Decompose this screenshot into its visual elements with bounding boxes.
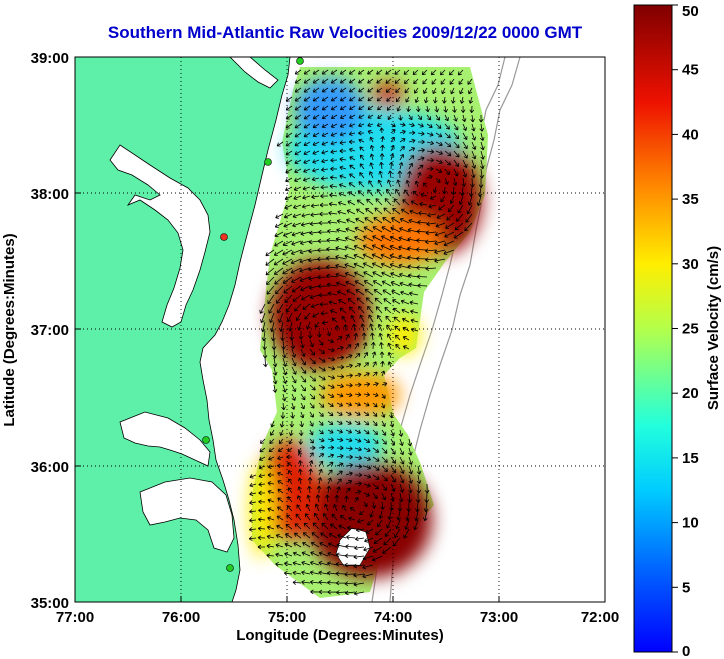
high-speed-core-central [270,260,370,370]
x-tick-label: 76:00 [162,609,200,626]
chesapeake-bay [109,144,211,328]
colorbar-tick-label: 10 [682,515,699,532]
x-axis: 77:00 76:00 75:00 74:00 73:00 72:00 Long… [56,596,619,644]
radar-site-marker [296,57,304,65]
high-speed-orange-ne [358,215,442,265]
colorbar-tick-label: 30 [682,256,699,273]
high-speed-core-south [308,462,432,578]
colorbar-tick-label: 15 [682,450,699,467]
colorbar-tick-label: 45 [682,62,699,79]
radar-site-marker [226,564,234,572]
colorbar: 0 5 10 15 20 25 30 35 40 45 50 Surface Velocity (c… [633,3,722,659]
y-tick-label: 35:00 [31,595,69,612]
x-tick-label: 75:00 [268,609,306,626]
land-mass [75,57,291,602]
colorbar-tick-label: 25 [682,321,699,338]
velocity-field [248,67,488,598]
x-tick-label: 77:00 [56,609,94,626]
x-tick-label: 72:00 [581,609,619,626]
x-tick-label: 74:00 [374,609,412,626]
map-area [75,57,605,602]
y-tick-label: 39:00 [31,50,69,67]
colorbar-tick-label: 35 [682,191,699,208]
radar-sites [202,57,304,572]
delaware-bay [229,57,279,89]
colorbar-tick-label: 40 [682,126,699,143]
radar-site-marker [202,436,210,444]
yellow-band-southwest [250,462,274,558]
velocity-arrows [248,69,485,596]
y-tick-label: 38:00 [31,186,69,203]
colorbar-tick-label: 50 [682,3,699,20]
y-tick-label: 37:00 [31,322,69,339]
colorbar-label: Surface Velocity (cm/s) [705,246,722,410]
albemarle-sound [119,411,211,467]
low-speed-blue-north [295,78,365,142]
high-speed-core-north-tip [372,84,404,108]
graticule [75,57,605,602]
radar-site-marker-off [220,233,228,241]
y-axis-label: Latitude (Degrees:Minutes) [1,233,18,426]
colorbar-tick-label: 5 [682,579,690,596]
velocity-vectors [248,69,485,596]
x-axis-label: Longitude (Degrees:Minutes) [236,627,444,644]
y-axis: 39:00 38:00 37:00 36:00 35:00 Latitude (… [1,50,81,612]
radar-site-marker [264,158,272,166]
x-tick-label: 73:00 [480,609,518,626]
colorbar-ticks: 0 5 10 15 20 25 30 35 40 45 50 [672,3,699,659]
colorbar-gradient [633,4,673,653]
colorbar-tick-label: 20 [682,385,699,402]
chart-title: Southern Mid-Atlantic Raw Velocities 200… [108,23,583,42]
low-speed-cyan-central [307,423,383,467]
pamlico-sound [139,477,235,553]
colorbar-tick-label: 0 [682,643,690,659]
y-tick-label: 36:00 [31,459,69,476]
